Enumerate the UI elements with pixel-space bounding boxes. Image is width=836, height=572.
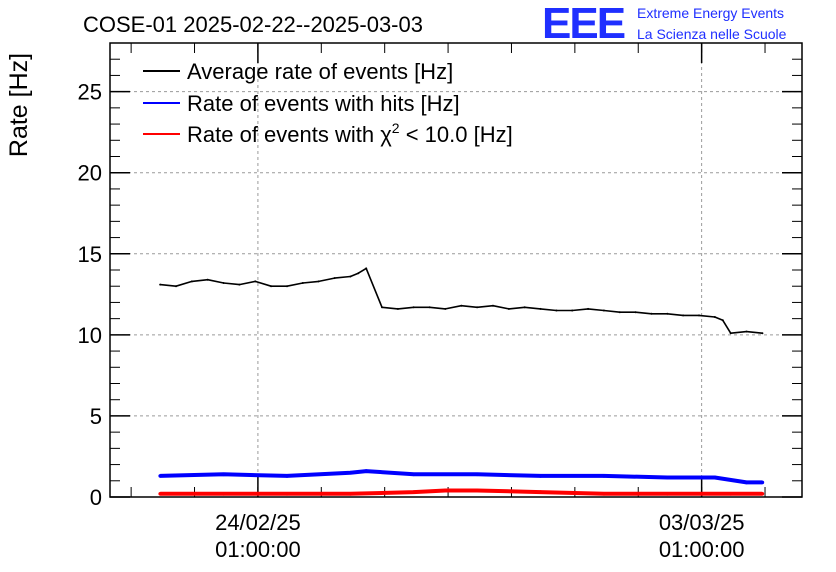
legend: Average rate of events [Hz] Rate of even… xyxy=(143,59,513,147)
data-point-average xyxy=(206,278,209,281)
y-tick-label: 5 xyxy=(90,404,102,429)
data-point-average xyxy=(381,306,383,309)
data-point-average xyxy=(175,285,177,288)
data-point-average xyxy=(523,306,526,309)
data-point-average xyxy=(460,304,463,307)
data-point-chi2 xyxy=(602,492,606,496)
data-point-average xyxy=(745,330,748,333)
data-point-chi2 xyxy=(443,488,448,493)
data-point-chi2 xyxy=(158,492,162,496)
data-point-hits xyxy=(713,475,717,480)
data-point-average xyxy=(190,280,193,283)
data-point-hits xyxy=(665,475,670,480)
logo-line-2: La Scienza nelle Scuole xyxy=(637,26,787,42)
data-point-average xyxy=(713,316,716,318)
data-point-chi2 xyxy=(760,492,765,496)
data-point-average xyxy=(365,267,368,270)
data-point-average xyxy=(349,275,352,278)
series-line-average xyxy=(160,267,763,335)
data-point-average xyxy=(396,307,399,310)
data-point-chi2 xyxy=(411,490,416,494)
y-tick-label: 15 xyxy=(78,242,102,267)
data-point-average xyxy=(357,272,360,275)
data-point-hits xyxy=(475,472,479,477)
data-point-chi2 xyxy=(221,492,226,496)
data-point-average xyxy=(602,309,605,312)
data-point-hits xyxy=(364,469,369,473)
x-tick-label-time: 01:00:00 xyxy=(659,537,745,562)
series-chi2 xyxy=(158,488,765,496)
data-point-chi2 xyxy=(728,492,733,496)
data-point-average xyxy=(492,304,494,307)
series-line-chi2 xyxy=(160,488,763,496)
data-point-average xyxy=(721,319,724,322)
data-point-hits xyxy=(285,474,289,478)
data-point-chi2 xyxy=(665,492,670,496)
legend-label-chi2: Rate of events with χ2 < 10.0 [Hz] xyxy=(187,120,513,147)
x-tick-label-date: 03/03/25 xyxy=(659,510,745,535)
data-point-average xyxy=(286,285,288,288)
data-point-hits xyxy=(158,474,162,478)
series-layer xyxy=(158,267,765,496)
y-tick-label: 20 xyxy=(78,161,102,186)
eee-logo: EEE Extreme Energy Events La Scienza nel… xyxy=(542,0,787,48)
x-tick-label-time: 01:00:00 xyxy=(215,537,301,562)
data-point-average xyxy=(412,306,415,309)
data-point-average xyxy=(571,309,574,312)
data-point-average xyxy=(159,283,162,286)
data-point-average xyxy=(729,332,732,335)
data-point-average xyxy=(476,306,479,309)
data-point-average xyxy=(507,307,510,310)
y-tick-label: 10 xyxy=(78,323,102,348)
data-point-average xyxy=(634,311,637,314)
data-point-hits xyxy=(602,474,606,478)
data-point-average xyxy=(618,311,621,314)
data-point-average xyxy=(650,312,653,315)
data-point-average xyxy=(317,280,320,283)
data-point-average xyxy=(666,312,669,315)
ticks: 051015202524/02/2501:00:0003/03/2501:00:… xyxy=(78,42,802,562)
data-point-average xyxy=(270,285,273,288)
data-point-hits xyxy=(538,474,543,478)
data-point-average xyxy=(222,282,225,284)
y-tick-label: 25 xyxy=(78,80,102,105)
data-point-average xyxy=(301,282,304,284)
x-tick-label-date: 24/02/25 xyxy=(215,510,301,535)
grid xyxy=(110,43,802,497)
data-point-hits xyxy=(348,470,353,475)
data-point-chi2 xyxy=(475,488,479,493)
data-point-average xyxy=(539,307,542,310)
chart-title: COSE-01 2025-02-22--2025-03-03 xyxy=(83,12,423,37)
legend-label-average: Average rate of events [Hz] xyxy=(187,59,453,84)
data-point-average xyxy=(761,332,764,335)
logo-letters: EEE xyxy=(542,0,625,48)
data-point-chi2 xyxy=(538,490,543,494)
data-point-average xyxy=(698,314,700,317)
data-point-average xyxy=(238,283,241,286)
data-point-average xyxy=(587,307,590,310)
series-hits xyxy=(158,469,765,485)
data-point-chi2 xyxy=(348,492,353,496)
series-average xyxy=(159,267,764,335)
data-point-hits xyxy=(760,480,765,485)
data-point-hits xyxy=(221,472,226,477)
y-axis-title: Rate [Hz] xyxy=(5,53,33,157)
data-point-average xyxy=(555,309,558,312)
series-line-hits xyxy=(160,469,763,485)
y-tick-label: 0 xyxy=(90,485,102,510)
data-point-average xyxy=(682,314,685,317)
legend-label-hits: Rate of events with hits [Hz] xyxy=(187,91,460,116)
data-point-average xyxy=(254,280,257,283)
data-point-chi2 xyxy=(285,492,289,496)
data-point-average xyxy=(428,306,431,309)
data-point-average xyxy=(333,277,336,280)
data-point-hits xyxy=(411,472,416,477)
data-point-hits xyxy=(744,480,749,485)
data-point-average xyxy=(444,307,447,310)
logo-line-1: Extreme Energy Events xyxy=(637,5,784,21)
